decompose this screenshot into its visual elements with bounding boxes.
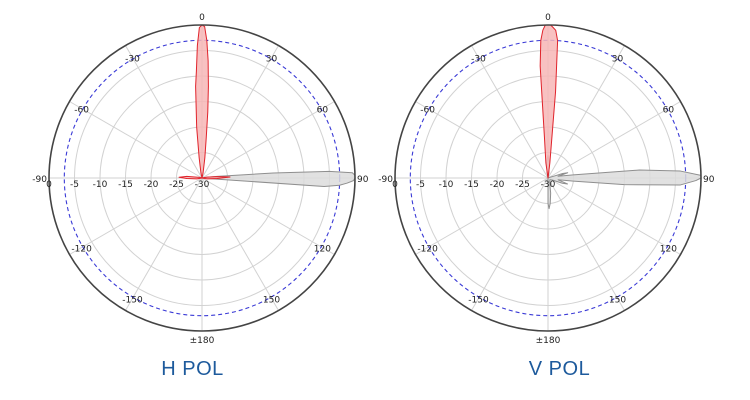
angle-tick-label: 0: [199, 13, 205, 23]
grid-spoke: [415, 101, 549, 179]
angle-tick-label: 120: [314, 245, 331, 255]
angle-tick-label: -150: [122, 295, 143, 305]
angle-tick-label: -120: [417, 245, 438, 255]
radial-tick-label: -5: [416, 180, 425, 190]
radial-tick-label: 0: [392, 180, 398, 190]
radial-tick-label: -5: [70, 180, 79, 190]
v-pol-chart-panel: 0 -5 -10 -15 -20 -25 -30 0 30 60 90 120 150 ±180 -150 -…: [375, 0, 750, 400]
angle-tick-label: 90: [703, 175, 715, 185]
angle-tick-label: -90: [32, 175, 47, 185]
angle-tick-label: ±180: [190, 336, 215, 346]
grid-spoke: [201, 45, 279, 179]
grid-spoke: [471, 177, 549, 311]
angle-tick-label: 150: [263, 295, 280, 305]
angle-tick-label: 30: [266, 55, 278, 65]
radial-tick-label: -25: [515, 180, 530, 190]
angle-tick-label: 150: [609, 295, 626, 305]
grid-spoke: [547, 177, 681, 255]
radial-tick-label: -30: [541, 180, 556, 190]
radial-tick-label: -10: [439, 180, 454, 190]
grid-spoke: [201, 177, 335, 255]
plot-outer-ring: [48, 24, 356, 332]
grid-spoke: [69, 177, 203, 255]
angle-tick-label: -30: [471, 55, 486, 65]
radial-tick-label: -30: [195, 180, 210, 190]
angle-tick-label: -150: [468, 295, 489, 305]
radial-tick-label: -15: [118, 180, 133, 190]
radial-tick-label: -20: [144, 180, 159, 190]
v-pol-polar-plot: 0 -5 -10 -15 -20 -25 -30 0 30 60 90 120 150 ±180 -150 -…: [378, 13, 715, 346]
v-pol-caption: V POL: [528, 358, 591, 380]
h-pol-chart-panel: 0 -5 -10 -15 -20 -25 -30 0 30 60 90 120 150 ±180 -150 -…: [32, 13, 369, 380]
h-pol-polar-plot: 0 -5 -10 -15 -20 -25 -30 0 30 60 90 120 150 ±180 -150 -…: [32, 13, 369, 346]
radial-tick-label: -20: [490, 180, 505, 190]
angle-tick-label: -120: [71, 245, 92, 255]
angle-tick-label: -60: [420, 106, 435, 116]
angle-tick-label: 60: [663, 106, 675, 116]
angle-tick-label: -30: [125, 55, 140, 65]
grid-spoke: [201, 101, 335, 179]
grid-spoke: [125, 45, 203, 179]
grid-spoke: [69, 101, 203, 179]
h-pol-caption: H POL: [161, 358, 224, 380]
radial-tick-label: -25: [169, 180, 184, 190]
grid-spoke: [547, 177, 625, 311]
radial-tick-label: 0: [46, 180, 52, 190]
angle-tick-label: -90: [378, 175, 393, 185]
grid-spoke: [547, 45, 625, 179]
radial-tick-label: -15: [464, 180, 479, 190]
angle-tick-label: 30: [612, 55, 624, 65]
grid-spoke: [125, 177, 203, 311]
grid-spoke: [201, 177, 279, 311]
angle-tick-label: 0: [545, 13, 551, 23]
grid-spoke: [415, 177, 549, 255]
radial-tick-label: -10: [93, 180, 108, 190]
angle-tick-label: 90: [357, 175, 369, 185]
angle-tick-label: 120: [660, 245, 677, 255]
angle-tick-label: ±180: [536, 336, 561, 346]
grid-spoke: [547, 101, 681, 179]
grid-spoke: [471, 45, 549, 179]
angle-tick-label: 60: [317, 106, 329, 116]
plot-outer-ring: [394, 24, 702, 332]
angle-tick-label: -60: [74, 106, 89, 116]
